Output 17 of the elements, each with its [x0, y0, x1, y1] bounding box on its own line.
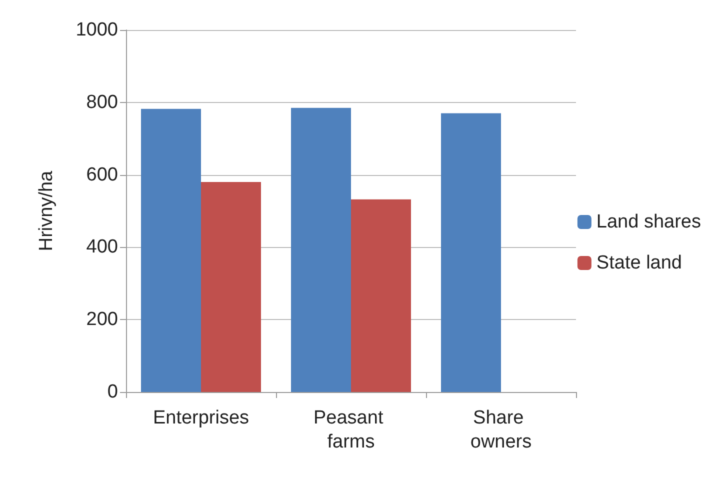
- y-tick-label: 600: [86, 164, 118, 186]
- y-axis-title: Hrivny/ha: [36, 170, 57, 252]
- y-tick-label: 0: [107, 382, 118, 402]
- y-tick-label: 200: [86, 309, 118, 330]
- y-tick-label: 800: [86, 92, 118, 113]
- bar: [291, 108, 351, 392]
- bar: [351, 199, 411, 392]
- x-tick-label: Enterprises: [152, 408, 250, 428]
- x-tick-label: Share owners: [470, 408, 532, 452]
- y-tick-label: 400: [86, 236, 118, 258]
- bar: [441, 113, 501, 392]
- legend-label: Land shares: [596, 212, 702, 232]
- legend-label: State land: [596, 252, 682, 274]
- bar: [201, 182, 261, 392]
- y-tick-label: 1000: [76, 20, 118, 40]
- bar: [141, 108, 201, 392]
- x-tick-label: Peasant farms: [314, 408, 388, 452]
